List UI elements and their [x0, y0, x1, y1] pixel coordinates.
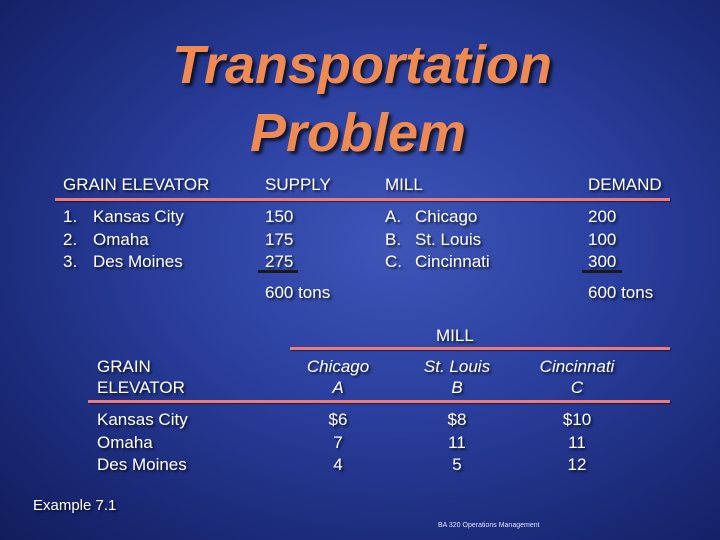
cost-column-c: $10 11 12: [530, 409, 624, 477]
list-item: 1. Kansas City: [63, 207, 184, 226]
supply-value: 175: [265, 229, 294, 249]
demand-total-rule: [582, 270, 622, 273]
table-cell: 5: [452, 455, 462, 474]
header-grain-elevator: GRAIN ELEVATOR: [63, 175, 210, 194]
column-st-louis: St. Louis B: [423, 357, 491, 397]
table-cell: 11: [568, 432, 586, 452]
column-cincinnati: Cincinnati C: [539, 357, 615, 397]
header-rule: [55, 198, 670, 201]
demand-value: 200: [588, 207, 617, 226]
demand-list: 200 100 300: [588, 206, 616, 274]
header-mill: MILL: [385, 175, 423, 194]
table-cell: $6: [328, 410, 348, 429]
cost-table-header-rule: [88, 400, 670, 403]
cost-table-row-header: GRAIN ELEVATOR: [97, 357, 185, 397]
mill-list: A. Chicago B. St. Louis C. Cincinnati: [385, 206, 490, 274]
demand-total: 600 tons: [588, 283, 654, 302]
supply-value: 150: [265, 207, 294, 226]
list-item: 3. Des Moines: [63, 252, 183, 271]
mill-header-rule: [290, 347, 670, 350]
demand-value: 300: [588, 252, 617, 271]
table-row: Des Moines: [97, 455, 187, 474]
table-cell: $10: [562, 410, 592, 429]
cost-column-a: $6 7 4: [298, 409, 378, 477]
cost-row-labels: Kansas City Omaha Des Moines: [97, 409, 188, 477]
slide-title-line1: Transportation: [171, 35, 553, 95]
supply-total: 600 tons: [265, 283, 331, 302]
demand-value: 100: [588, 229, 617, 249]
example-label: Example 7.1: [33, 497, 117, 514]
footer-text: BA 320 Operations Management: [438, 522, 540, 529]
list-item: C. Cincinnati: [385, 252, 490, 271]
header-demand: DEMAND: [588, 175, 662, 194]
list-item: A. Chicago: [385, 207, 478, 226]
elevator-list: 1. Kansas City 2. Omaha 3. Des Moines: [63, 206, 184, 274]
table-cell: 4: [333, 455, 343, 474]
cost-column-b: $8 11 5: [414, 409, 500, 477]
table-cell: 12: [567, 455, 587, 474]
table-cell: 7: [333, 432, 343, 452]
slide-title-line2: Problem: [249, 103, 467, 163]
table-cell: 11: [448, 432, 466, 452]
table-row: Omaha: [97, 432, 153, 452]
list-item: 2. Omaha: [63, 229, 149, 249]
list-item: B. St. Louis: [385, 229, 482, 249]
header-supply: SUPPLY: [265, 175, 331, 194]
table-row: Kansas City: [97, 410, 188, 429]
supply-total-rule: [258, 270, 298, 273]
column-chicago: Chicago A: [306, 357, 370, 397]
supply-list: 150 175 275: [265, 206, 293, 274]
cost-table-mill-header: MILL: [436, 326, 474, 345]
table-cell: $8: [447, 410, 467, 429]
supply-value: 275: [265, 252, 294, 271]
